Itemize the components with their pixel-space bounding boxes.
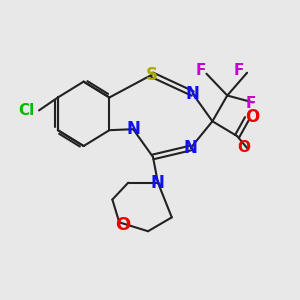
- Text: F: F: [246, 96, 256, 111]
- Text: F: F: [195, 63, 206, 78]
- Text: N: N: [126, 120, 140, 138]
- Text: O: O: [115, 216, 130, 234]
- Text: N: N: [151, 174, 165, 192]
- Text: N: N: [186, 85, 200, 103]
- Text: F: F: [234, 63, 244, 78]
- Text: O: O: [238, 140, 250, 154]
- Text: S: S: [146, 66, 158, 84]
- Text: O: O: [245, 108, 259, 126]
- Text: Cl: Cl: [18, 103, 34, 118]
- Text: N: N: [184, 139, 198, 157]
